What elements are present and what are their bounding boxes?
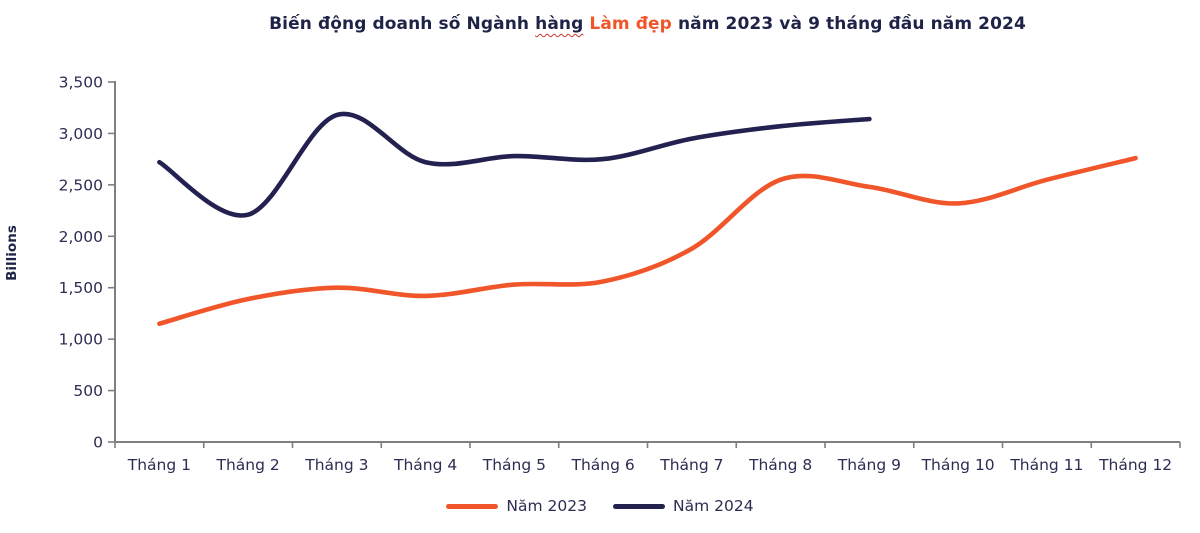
chart-title-highlight: Làm đẹp (589, 14, 672, 34)
y-tick-label: 500 (73, 382, 103, 400)
x-tick-label: Tháng 2 (216, 456, 280, 474)
chart-title: Biến động doanh số Ngành hàng Làm đẹp nă… (115, 14, 1180, 34)
x-tick-label: Tháng 10 (921, 456, 995, 474)
x-tick-label: Tháng 5 (482, 456, 546, 474)
x-tick-label: Tháng 4 (393, 456, 457, 474)
series-line-năm-2023 (157, 155, 1138, 326)
y-tick-label: 2,500 (59, 176, 103, 194)
x-tick-label: Tháng 11 (1009, 456, 1083, 474)
y-tick-label: 2,000 (59, 228, 103, 246)
y-tick-label: 0 (93, 434, 103, 452)
x-tick-label: Tháng 7 (659, 456, 723, 474)
x-tick-label: Tháng 8 (748, 456, 812, 474)
chart-title-underlined-word: hàng (535, 14, 584, 34)
y-tick-label: 3,000 (59, 125, 103, 143)
legend-item-nam-2024: Năm 2024 (613, 497, 754, 515)
x-tick-label: Tháng 12 (1098, 456, 1172, 474)
legend-item-nam-2023: Năm 2023 (446, 497, 587, 515)
legend-label-2023: Năm 2023 (506, 497, 587, 515)
legend-label-2024: Năm 2024 (673, 497, 754, 515)
series-line-năm-2024 (157, 111, 872, 218)
y-tick-label: 1,500 (59, 279, 103, 297)
chart-title-text-tail: năm 2023 và 9 tháng đầu năm 2024 (671, 14, 1026, 34)
y-tick-label: 1,000 (59, 331, 103, 349)
y-tick-label: 3,500 (59, 74, 103, 92)
x-tick-label: Tháng 1 (127, 456, 191, 474)
chart-title-text: Biến động doanh số Ngành (269, 14, 536, 34)
x-tick-label: Tháng 3 (304, 456, 368, 474)
x-tick-label: Tháng 6 (571, 456, 635, 474)
x-tick-label: Tháng 9 (837, 456, 901, 474)
legend-swatch-2024-line (613, 503, 665, 509)
legend-swatch-2023-line (446, 503, 499, 509)
legend: Năm 2023 Năm 2024 (0, 494, 1200, 518)
